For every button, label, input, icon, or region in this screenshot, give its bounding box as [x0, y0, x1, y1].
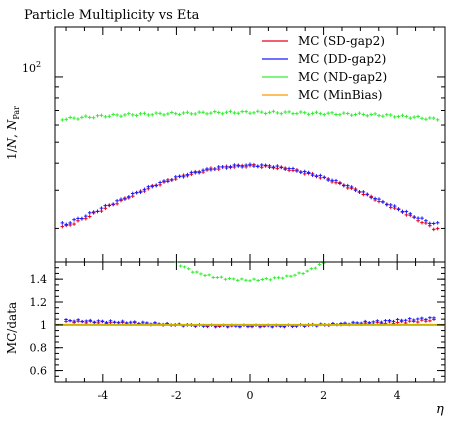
legend: MC (SD-gap2) MC (DD-gap2) MC (ND-gap2) MC (…	[262, 34, 387, 102]
series-mc-dd-gap2	[60, 162, 440, 227]
ratio-y-tick-label: 1.2	[30, 296, 48, 309]
main-data-layer	[60, 109, 440, 232]
series-mc-sd-gap2	[60, 162, 440, 232]
axes-layer: -4 -2 0 2 4 0.6 0.8 1 1.2 1.4	[30, 27, 445, 402]
x-tick-label: -2	[171, 389, 182, 402]
ratio-series-mc-sd-gap2	[64, 317, 436, 329]
series-mc-nd-gap2	[60, 109, 440, 122]
chart-title: Particle Multiplicity vs Eta	[24, 8, 200, 23]
x-tick-label: 0	[247, 389, 254, 402]
ratio-y-tick-label: 0.6	[30, 365, 48, 378]
legend-label-mc-nd-gap2: MC (ND-gap2)	[298, 70, 387, 84]
ratio-y-tick-label: 1	[40, 319, 47, 332]
main-ytick-label: 102	[22, 60, 41, 75]
x-tick-label: -4	[97, 389, 108, 402]
ratio-series-mc-dd-gap2	[64, 316, 436, 329]
main-panel-frame	[54, 26, 446, 263]
ratio-y-tick-label: 0.8	[30, 342, 48, 355]
x-axis-label: η	[436, 402, 444, 417]
ratio-y-tick-label: 1.4	[30, 273, 48, 286]
ratio-ylabel: MC/data	[5, 302, 19, 354]
x-tick-label: 2	[320, 389, 327, 402]
legend-label-mc-sd-gap2: MC (SD-gap2)	[298, 34, 385, 48]
ratio-series-mc-nd-gap2	[174, 260, 326, 283]
legend-label-mc-minbias: MC (MinBias)	[298, 88, 382, 102]
main-ylabel: 1/N, NPar	[5, 106, 21, 160]
x-tick-label: 4	[394, 389, 401, 402]
ratio-data-layer	[55, 260, 445, 329]
legend-label-mc-dd-gap2: MC (DD-gap2)	[298, 52, 386, 66]
